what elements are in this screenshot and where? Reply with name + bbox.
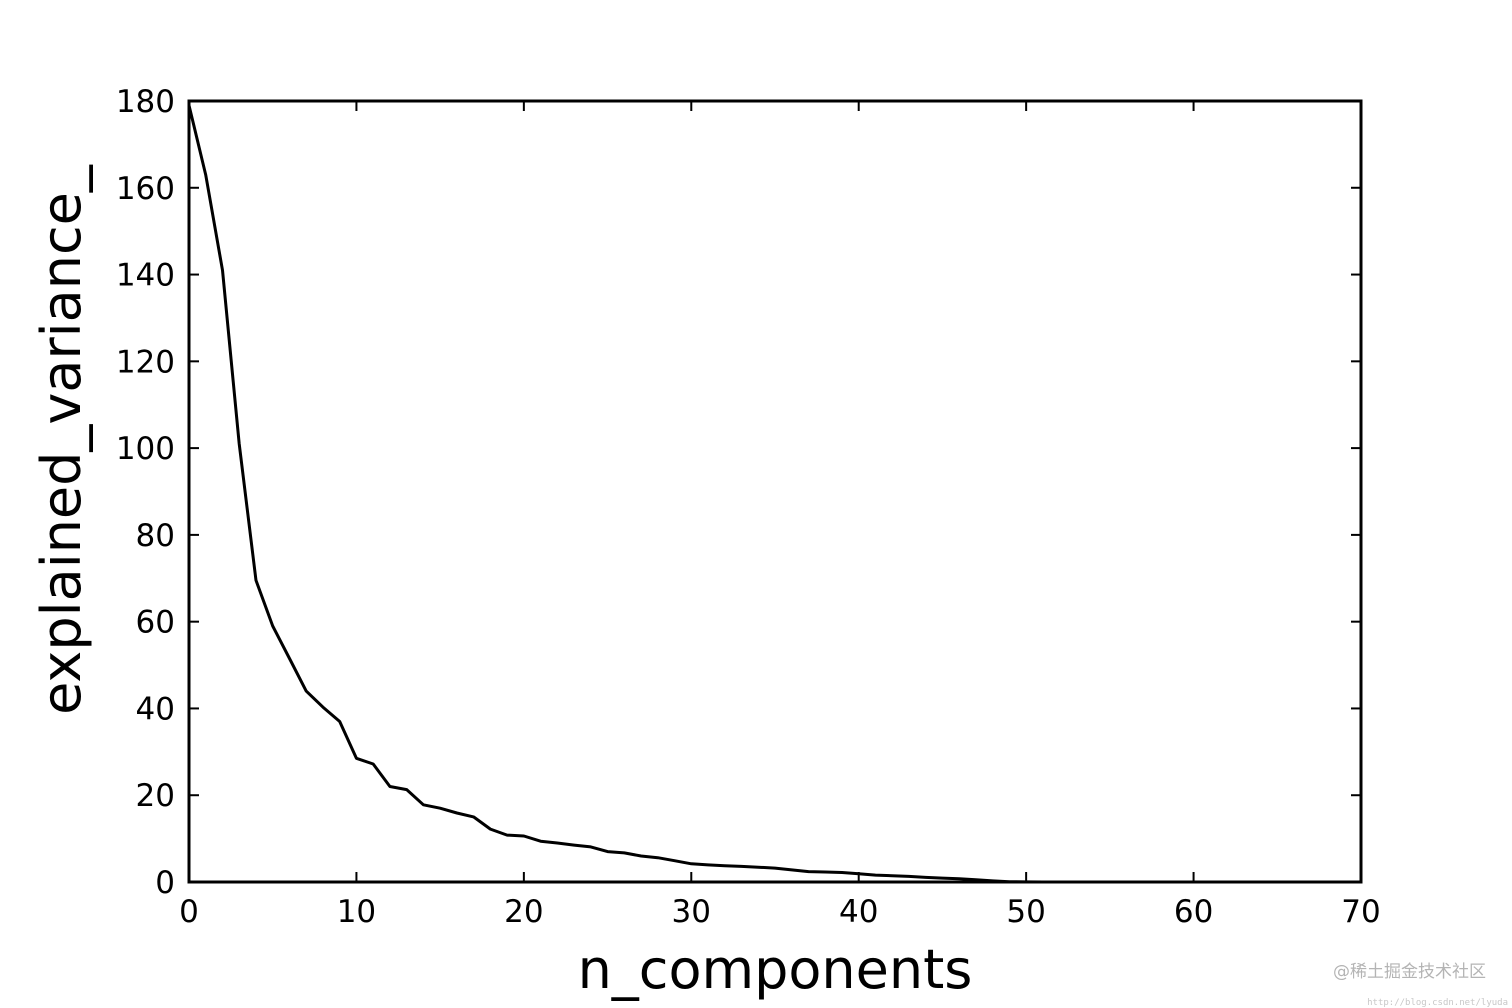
y-tick-label: 60: [136, 605, 175, 641]
watermark-url: http://blog.csdn.net/lyuda: [1367, 998, 1508, 1008]
x-tick-label: 0: [179, 894, 199, 930]
x-tick-label: 30: [672, 894, 711, 930]
y-tick-label: 180: [116, 84, 175, 120]
y-tick-label: 0: [155, 865, 175, 901]
y-tick-label: 140: [116, 258, 175, 294]
watermark-text: @稀土掘金技术社区: [1333, 962, 1486, 982]
ticks-layer: [188, 100, 1362, 883]
x-tick-label: 10: [337, 894, 376, 930]
x-tick-label: 60: [1174, 894, 1213, 930]
x-tick-labels: 0 10 20 30 40 50 60 70: [179, 894, 1381, 930]
y-axis-title: explained_variance_: [30, 164, 93, 715]
x-tick-label: 20: [504, 894, 543, 930]
y-tick-label: 80: [136, 518, 175, 554]
y-tick-label: 160: [116, 171, 175, 207]
y-tick-label: 100: [116, 431, 175, 467]
series-line: [187, 104, 1244, 884]
x-tick-label: 40: [839, 894, 878, 930]
y-tick-label: 120: [116, 344, 175, 380]
y-tick-label: 40: [136, 691, 175, 727]
x-tick-label: 50: [1006, 894, 1045, 930]
y-tick-labels: 0 20 40 60 80 100 120 140 160 180: [116, 84, 175, 901]
y-tick-label: 20: [136, 778, 175, 814]
x-tick-label: 70: [1341, 894, 1380, 930]
x-axis-title: n_components: [578, 938, 973, 1001]
plot-frame: [187, 99, 1363, 884]
